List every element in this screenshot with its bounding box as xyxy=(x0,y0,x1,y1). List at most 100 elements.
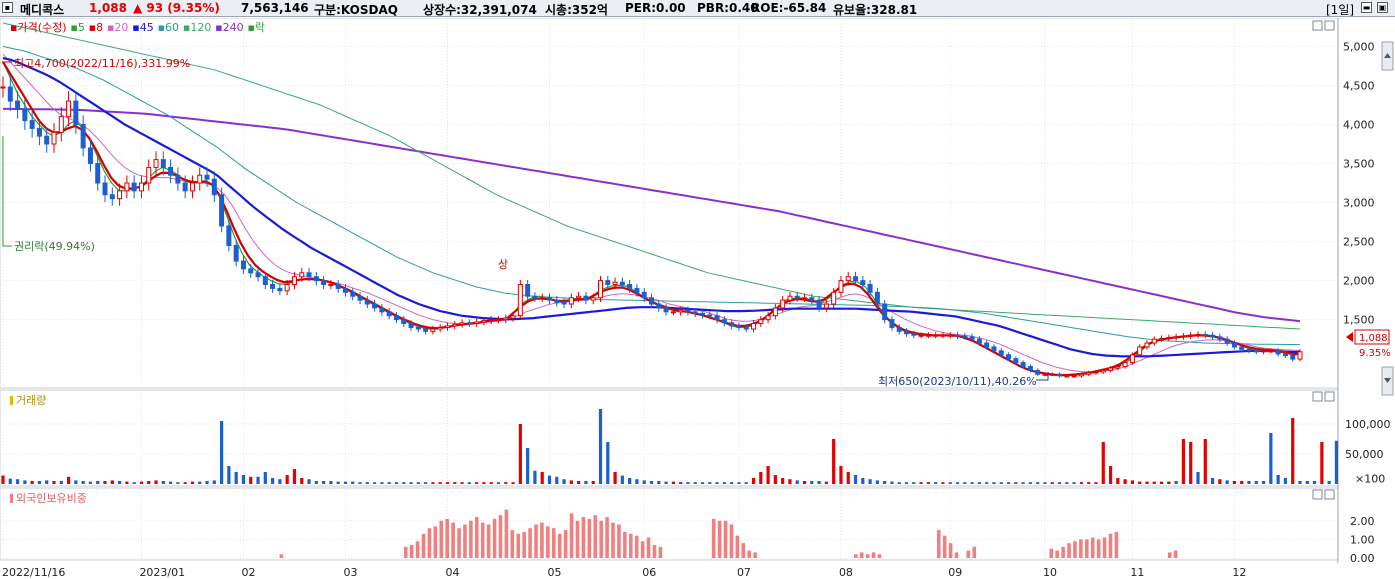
candle-body xyxy=(758,319,764,325)
legend-marker: ▪ xyxy=(128,21,139,34)
candle-body xyxy=(918,334,924,337)
volume-bar xyxy=(445,482,450,484)
volume-legend[interactable]: 거래량 xyxy=(16,394,46,407)
foreign-ratio-bar xyxy=(1084,539,1089,558)
low-pointer xyxy=(1036,372,1049,381)
candle-body xyxy=(1195,333,1201,336)
time-axis-tick: 11 xyxy=(1130,566,1144,579)
volume-bar xyxy=(606,442,610,484)
volume-bar xyxy=(307,479,311,484)
volume-bar xyxy=(1123,479,1127,484)
volume-bar xyxy=(912,482,916,484)
volume-bar xyxy=(598,409,603,484)
volume-bars xyxy=(1,409,1339,484)
candle-body xyxy=(357,295,363,301)
candle-body xyxy=(780,299,786,309)
legend-item[interactable]: 8 xyxy=(96,21,103,34)
candle-body xyxy=(612,281,618,286)
candle-body xyxy=(248,268,254,274)
candle-body xyxy=(29,120,35,129)
candle-body xyxy=(1100,369,1106,373)
volume-bar xyxy=(1320,442,1324,484)
candle-body xyxy=(845,276,851,282)
volume-bar xyxy=(1167,481,1171,484)
volume-bar xyxy=(671,481,675,484)
foreign-panel-controls[interactable] xyxy=(1312,489,1335,500)
candle-body xyxy=(940,334,946,337)
volume-panel-controls[interactable] xyxy=(1312,391,1335,402)
candle-body xyxy=(969,336,975,340)
current-change-tag: 9.35% xyxy=(1359,348,1391,359)
legend-item[interactable]: 20 xyxy=(114,21,128,34)
time-axis-tick: 08 xyxy=(839,566,853,579)
foreign-ratio-bar xyxy=(510,530,515,558)
volume-bar xyxy=(1276,475,1280,484)
volume-bar xyxy=(985,482,989,484)
price-axis-tick: 5,000 xyxy=(1343,40,1375,53)
legend-item[interactable]: 5 xyxy=(78,21,85,34)
volume-legend-marker xyxy=(10,396,13,405)
candle-body xyxy=(430,328,436,332)
scroll-up-icon[interactable] xyxy=(1381,41,1394,71)
candle-body xyxy=(488,319,494,322)
price-legend[interactable]: ▪가격(수정) ▪5 ▪8 ▪20 ▪45 ▪60 ▪120 ▪240 ▪락 xyxy=(10,21,265,34)
foreign-ratio-bar xyxy=(563,530,568,558)
candle-body xyxy=(539,297,545,300)
volume-bar xyxy=(941,482,945,484)
time-axis-tick: 2022/11/16 xyxy=(2,566,65,579)
foreign-ratio-bar xyxy=(617,524,621,558)
foreign-ratio-panel[interactable] xyxy=(0,487,1339,561)
legend-item[interactable]: 45 xyxy=(140,21,154,34)
legend-item[interactable]: 60 xyxy=(165,21,179,34)
market-label: 구분:KOSDAQ xyxy=(314,3,398,17)
window-menu-icon[interactable]: ▪ xyxy=(2,2,13,13)
candle-body xyxy=(44,135,50,145)
volume-bar xyxy=(249,476,253,484)
candle-body xyxy=(700,312,706,316)
legend-item[interactable]: 120 xyxy=(190,21,211,34)
maximize-icon[interactable]: ▣ xyxy=(1377,2,1388,13)
candle-body xyxy=(51,131,57,145)
candle-body xyxy=(182,182,188,192)
candle-body xyxy=(1042,373,1048,376)
stock-chart[interactable]: 1,500 2,000 2,500 3,000 3,500 4,000 4,500 5,000… xyxy=(0,18,1395,579)
annotation-rights: 권리락(49.94%) xyxy=(14,240,95,253)
volume-bar xyxy=(438,482,442,484)
price-axis-tick: 4,500 xyxy=(1343,79,1375,92)
legend-item[interactable]: 락 xyxy=(255,21,265,34)
price-panel-controls[interactable] xyxy=(1312,20,1335,31)
candle-body xyxy=(867,284,873,293)
candle-body xyxy=(233,244,239,262)
volume-bar xyxy=(139,481,144,484)
volume-bar xyxy=(496,482,501,484)
candle-body xyxy=(882,303,888,321)
period-selector[interactable]: [1일] xyxy=(1326,3,1355,17)
volume-bar xyxy=(853,475,858,484)
candle-body xyxy=(1290,355,1296,360)
legend-item[interactable]: 가격(수정) xyxy=(17,21,66,34)
candle-body xyxy=(58,116,64,133)
minimize-icon[interactable]: ▬ xyxy=(1361,2,1372,13)
candle-body xyxy=(313,276,319,282)
candle-body xyxy=(131,182,137,192)
foreign-ratio-bar xyxy=(859,552,864,558)
volume-bar xyxy=(810,481,814,484)
candle-body xyxy=(444,325,450,328)
volume-bar xyxy=(679,482,683,484)
volume-bar xyxy=(205,481,209,484)
volume-bar xyxy=(271,478,275,484)
legend-item[interactable]: 240 xyxy=(223,21,244,34)
candle-body xyxy=(204,174,210,180)
candle-body xyxy=(816,299,822,309)
foreign-ratio-bar xyxy=(534,524,538,558)
scroll-down-icon[interactable] xyxy=(1381,366,1394,396)
volume-bar xyxy=(81,481,85,484)
foreign-ratio-bar xyxy=(599,520,603,558)
legend-marker: ▪ xyxy=(154,21,165,34)
volume-bar xyxy=(795,480,799,484)
candle-body xyxy=(393,315,399,321)
volume-panel[interactable] xyxy=(0,389,1339,487)
time-axis-tick: 05 xyxy=(547,566,561,579)
candle-body xyxy=(1129,354,1135,364)
foreign-legend[interactable]: 외국인보유비중 xyxy=(16,492,87,505)
